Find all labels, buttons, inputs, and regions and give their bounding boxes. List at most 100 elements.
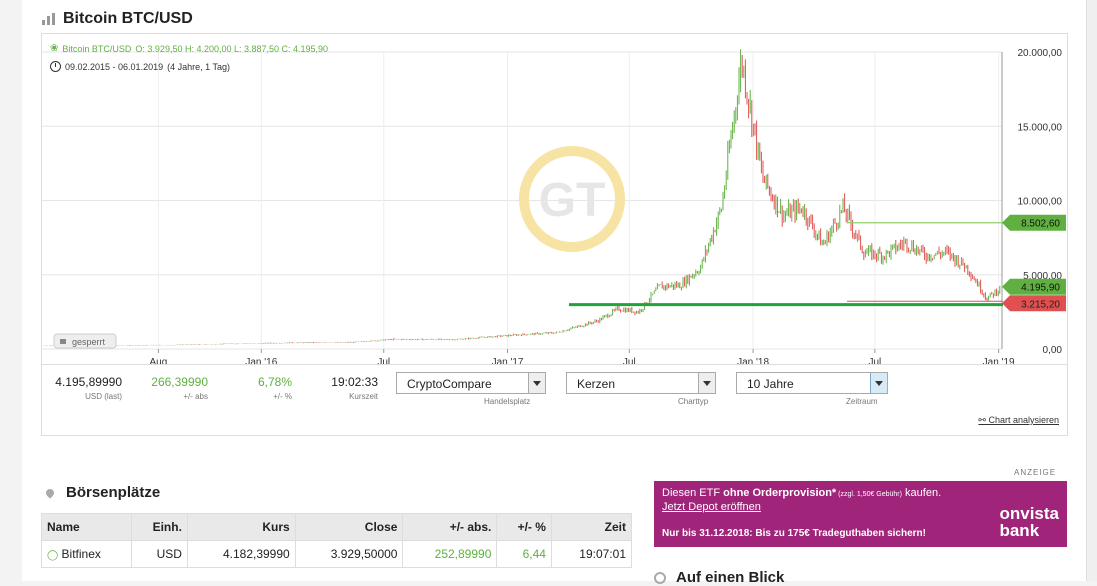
chart-analyse-link[interactable]: ⚯ Chart analysieren <box>978 415 1059 425</box>
stat-time: 19:02:33 Kurszeit <box>322 375 378 401</box>
x-tick-label: Jan '17 <box>492 357 524 364</box>
logo-line1: onvista <box>999 504 1059 523</box>
watermark-ring <box>519 146 625 252</box>
onvista-logo: onvista bank <box>999 505 1059 539</box>
price-tag-lower-label: 3.215,20 <box>1021 299 1060 310</box>
stat-last: 4.195,89990 USD (last) <box>50 375 122 401</box>
cell-abs: 252,89990 <box>402 540 498 568</box>
col-close[interactable]: Close <box>294 513 404 541</box>
x-tick-label: Jan '19 <box>983 357 1015 364</box>
exchanges-title: Börsenplätze <box>66 484 161 501</box>
charttype-select-label: Charttyp <box>678 397 709 406</box>
page-title: Bitcoin BTC/USD <box>63 10 193 27</box>
chart-legend: ❀ Bitcoin BTC/USD O: 3.929,50 H: 4.200,0… <box>50 43 328 54</box>
exchanges-heading: Börsenplätze <box>44 484 161 501</box>
col-time[interactable]: Zeit <box>550 513 633 541</box>
chevron-down-icon[interactable] <box>698 373 715 393</box>
page-content: Bitcoin BTC/USD 20.000,00 15.000,00 10.000… <box>22 0 1087 586</box>
price-tag-current-label: 4.195,90 <box>1021 283 1060 294</box>
price-tag-lower <box>1002 295 1066 312</box>
ad-label: ANZEIGE <box>1014 468 1057 477</box>
x-tick-label: Jan '18 <box>737 357 769 364</box>
ad-banner[interactable]: Diesen ETF ohne Orderprovision* (zzgl. 1… <box>654 481 1067 547</box>
stat-abs-label: +/- abs <box>183 392 208 401</box>
table-header-row: Name Einh. Kurs Close +/- abs. +/- % Zei… <box>41 513 633 541</box>
cell-name-text[interactable]: Bitfinex <box>61 547 101 561</box>
x-tick-label: Jul <box>868 357 881 364</box>
y-tick-label: 5.000,00 <box>1023 271 1062 282</box>
col-price[interactable]: Kurs <box>186 513 296 541</box>
col-pct[interactable]: +/- % <box>496 513 552 541</box>
ad-line1-small: (zzgl. 1,50€ Gebühr) <box>836 491 902 498</box>
quote-stats: 4.195,89990 USD (last) 266,39990 +/- abs… <box>42 364 1067 425</box>
cell-price: 4.182,39990 <box>186 540 296 568</box>
exchanges-table: Name Einh. Kurs Close +/- abs. +/- % Zei… <box>41 513 633 568</box>
ad-line2-link[interactable]: Jetzt Depot eröffnen <box>662 501 761 513</box>
stat-last-label: USD (last) <box>85 392 122 401</box>
chevron-down-icon[interactable] <box>528 373 545 393</box>
stat-abs: 266,39990 +/- abs <box>142 375 208 401</box>
range-note: (4 Jahre, 1 Tag) <box>167 61 230 72</box>
clock-icon <box>50 61 61 72</box>
watermark-text: GT <box>539 174 606 227</box>
period-select-label: Zeitraum <box>846 397 878 406</box>
x-tick-label: Jul <box>377 357 390 364</box>
chart-range: 09.02.2015 - 06.01.2019 (4 Jahre, 1 Tag) <box>50 61 230 72</box>
stat-last-value: 4.195,89990 <box>55 375 122 389</box>
glance-title: Auf einen Blick <box>676 569 785 586</box>
lock-icon <box>60 339 66 344</box>
price-chart[interactable]: 20.000,00 15.000,00 10.000,00 5.000,00 0,00 A… <box>42 34 1067 364</box>
ad-line1-bold: ohne Orderprovision* <box>723 487 837 499</box>
lock-label: gesperrt <box>72 337 106 347</box>
stat-time-label: Kurszeit <box>349 392 378 401</box>
col-unit[interactable]: Einh. <box>130 513 188 541</box>
right-scroll-gutter <box>1087 0 1097 581</box>
chart-analyse-label[interactable]: Chart analysieren <box>988 415 1059 425</box>
period-select[interactable]: 10 Jahre <box>736 372 888 394</box>
stat-abs-value: 266,39990 <box>151 375 208 389</box>
location-pin-icon <box>44 486 56 499</box>
cell-time: 19:07:01 <box>550 540 633 568</box>
ad-line1[interactable]: Diesen ETF ohne Orderprovision* (zzgl. 1… <box>662 487 941 499</box>
cell-name[interactable]: ◯ Bitfinex <box>41 540 132 568</box>
lock-badge <box>53 333 117 349</box>
chevron-down-icon[interactable] <box>870 373 887 393</box>
candles <box>42 49 1001 346</box>
x-tick-label: Jul <box>623 357 636 364</box>
price-tag-current <box>1002 278 1066 295</box>
stat-pct-label: +/- % <box>273 392 292 401</box>
y-tick-label: 20.000,00 <box>1018 48 1063 59</box>
col-abs[interactable]: +/- abs. <box>402 513 498 541</box>
x-tick-label: Aug <box>149 357 167 364</box>
price-tag-upper-label: 8.502,60 <box>1021 219 1060 230</box>
price-tag-upper <box>1002 214 1066 231</box>
cell-close: 3.929,50000 <box>294 540 404 568</box>
col-name[interactable]: Name <box>41 513 132 541</box>
y-tick-label: 10.000,00 <box>1018 197 1063 208</box>
table-row[interactable]: ◯ Bitfinex USD 4.182,39990 3.929,50000 2… <box>41 540 633 568</box>
ad-line3: Nur bis 31.12.2018: Bis zu 175€ Tradegut… <box>662 528 926 539</box>
period-select-value: 10 Jahre <box>747 377 794 391</box>
chart-bars-icon <box>42 13 55 25</box>
exchange-select[interactable]: CryptoCompare <box>396 372 546 394</box>
y-tick-label: 15.000,00 <box>1018 122 1063 133</box>
stat-pct: 6,78% +/- % <box>242 375 292 401</box>
glance-heading: Auf einen Blick <box>654 569 784 586</box>
cell-pct: 6,44 <box>496 540 552 568</box>
status-icon: ◯ <box>47 550 59 561</box>
chart-header: Bitcoin BTC/USD <box>42 10 193 28</box>
stat-time-value: 19:02:33 <box>331 375 378 389</box>
ad-line1-post: kaufen. <box>901 487 942 499</box>
legend-instrument: Bitcoin BTC/USD <box>62 43 132 54</box>
cell-unit: USD <box>130 540 188 568</box>
exchange-select-label: Handelsplatz <box>484 397 531 406</box>
instrument-icon: ❀ <box>50 43 59 54</box>
chart-container[interactable]: 20.000,00 15.000,00 10.000,00 5.000,00 0,00 A… <box>41 33 1068 436</box>
range-dates: 09.02.2015 - 06.01.2019 <box>65 61 164 72</box>
charttype-select[interactable]: Kerzen <box>566 372 716 394</box>
y-tick-label: 0,00 <box>1043 345 1063 356</box>
exchange-select-value: CryptoCompare <box>407 377 492 391</box>
logo-line2: bank <box>999 521 1040 540</box>
search-icon <box>654 571 666 584</box>
x-tick-label: Jan '16 <box>245 357 277 364</box>
